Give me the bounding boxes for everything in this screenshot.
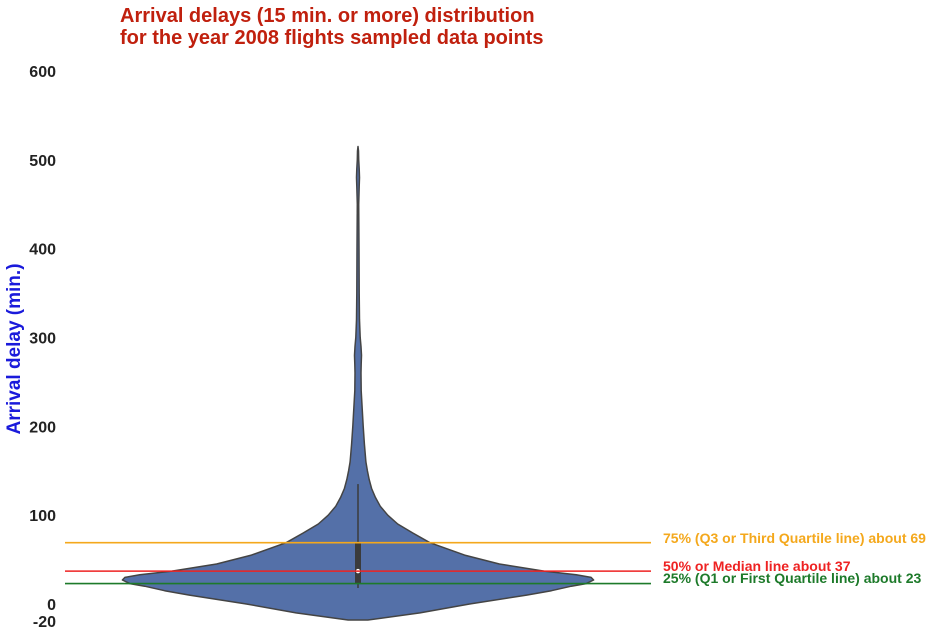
y-tick-label: 500: [29, 153, 56, 170]
violin-body: [121, 145, 595, 621]
violin-layer: [121, 145, 595, 621]
y-tick-label: 400: [29, 242, 56, 259]
y-axis-ticks: 600 500 400 300 200 100 0-20: [29, 64, 56, 631]
y-axis-label: Arrival delay (min.): [4, 263, 25, 434]
q1-label: 25% (Q1 or First Quartile line) about 23: [663, 570, 921, 586]
y-tick-label: -20: [33, 614, 56, 631]
reference-lines: 75% (Q3 or Third Quartile line) about 69…: [65, 530, 926, 586]
chart-title: Arrival delays (15 min. or more) distrib…: [120, 5, 543, 49]
median-label: 50% or Median line about 37: [663, 558, 851, 574]
q3-label: 75% (Q3 or Third Quartile line) about 69: [663, 530, 926, 546]
y-tick-label: 200: [29, 419, 56, 436]
inner-box: [355, 542, 361, 584]
chart-title-line-2: for the year 2008 flights sampled data p…: [120, 27, 543, 49]
y-tick-label: 0: [47, 597, 56, 614]
y-tick-label: 100: [29, 508, 56, 525]
y-tick-label: 300: [29, 331, 56, 348]
y-tick-label: 600: [29, 64, 56, 81]
chart-title-line-1: Arrival delays (15 min. or more) distrib…: [120, 5, 535, 27]
